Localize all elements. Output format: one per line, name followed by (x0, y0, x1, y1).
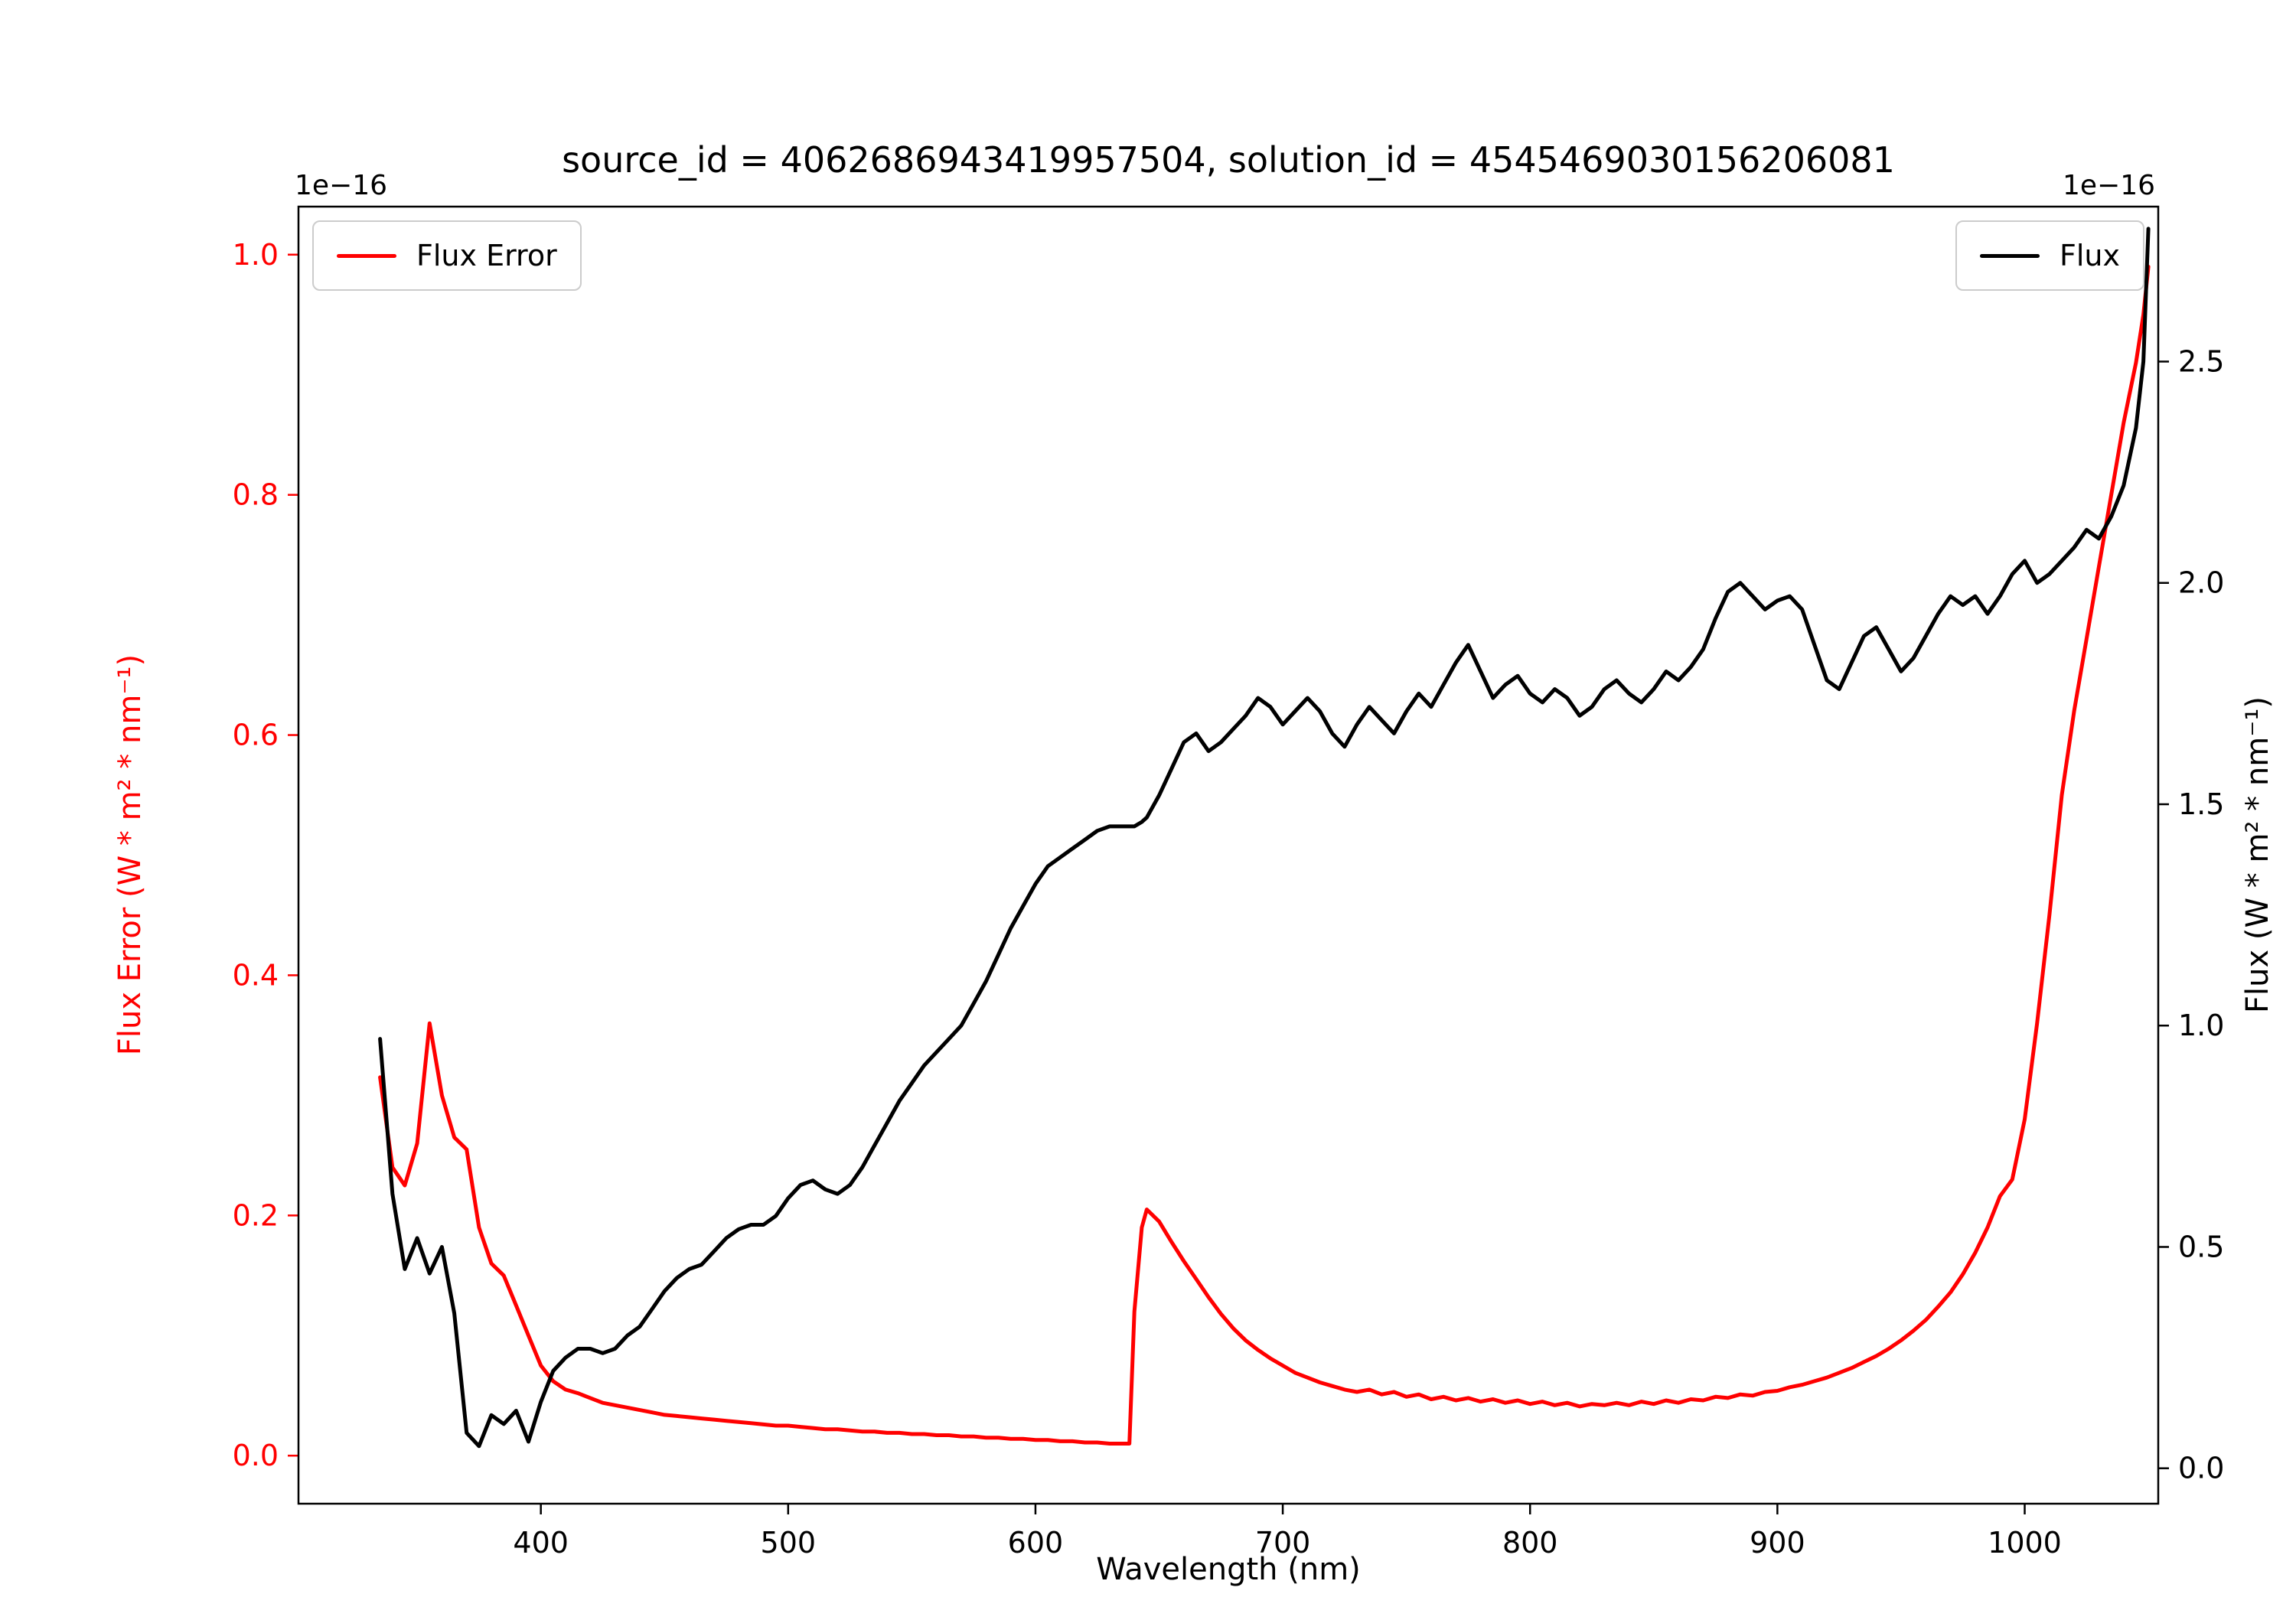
right-y-tick-label: 1.0 (2178, 1009, 2224, 1042)
legend-flux-label: Flux (2060, 239, 2120, 272)
x-tick-label: 1000 (1988, 1526, 2062, 1560)
flux-error-line-swatch (337, 253, 396, 258)
right-y-axis-label: Flux (W * m² * nm⁻¹) (2240, 696, 2275, 1013)
flux-line (378, 227, 2151, 1449)
right-y-tick-label: 2.0 (2178, 566, 2224, 600)
right-y-tick-label: 0.5 (2178, 1230, 2224, 1263)
left-axis-offset-text: 1e−16 (295, 170, 388, 201)
x-tick-label: 800 (1502, 1526, 1558, 1560)
legend-flux-error: Flux Error (312, 220, 582, 291)
x-tick-label: 600 (1008, 1526, 1064, 1560)
left-y-tick-label: 0.0 (233, 1439, 279, 1472)
x-axis-label: Wavelength (nm) (1096, 1552, 1361, 1587)
x-tick-label: 900 (1750, 1526, 1805, 1560)
flux-line-swatch (1980, 253, 2040, 258)
left-y-tick-label: 0.6 (233, 719, 279, 752)
left-y-tick-label: 0.4 (233, 958, 279, 992)
left-y-tick-label: 0.2 (233, 1198, 279, 1232)
axes-spines (297, 205, 2160, 1505)
x-tick-label: 500 (761, 1526, 817, 1560)
left-y-tick-label: 1.0 (233, 238, 279, 272)
x-tick-label: 700 (1255, 1526, 1311, 1560)
flux-error-line (378, 265, 2151, 1446)
left-y-axis-label: Flux Error (W * m² * nm⁻¹) (113, 654, 148, 1056)
legend-flux: Flux (1955, 220, 2144, 291)
plot-title: source_id = 4062686943419957504, solutio… (562, 139, 1895, 181)
right-axis-offset-text: 1e−16 (2063, 170, 2156, 201)
left-y-tick-label: 0.8 (233, 478, 279, 512)
right-y-tick-label: 0.0 (2178, 1452, 2224, 1485)
legend-flux-error-label: Flux Error (416, 239, 557, 272)
right-y-tick-label: 1.5 (2178, 787, 2224, 821)
right-y-tick-label: 2.5 (2178, 344, 2224, 378)
x-tick-label: 400 (513, 1526, 569, 1560)
